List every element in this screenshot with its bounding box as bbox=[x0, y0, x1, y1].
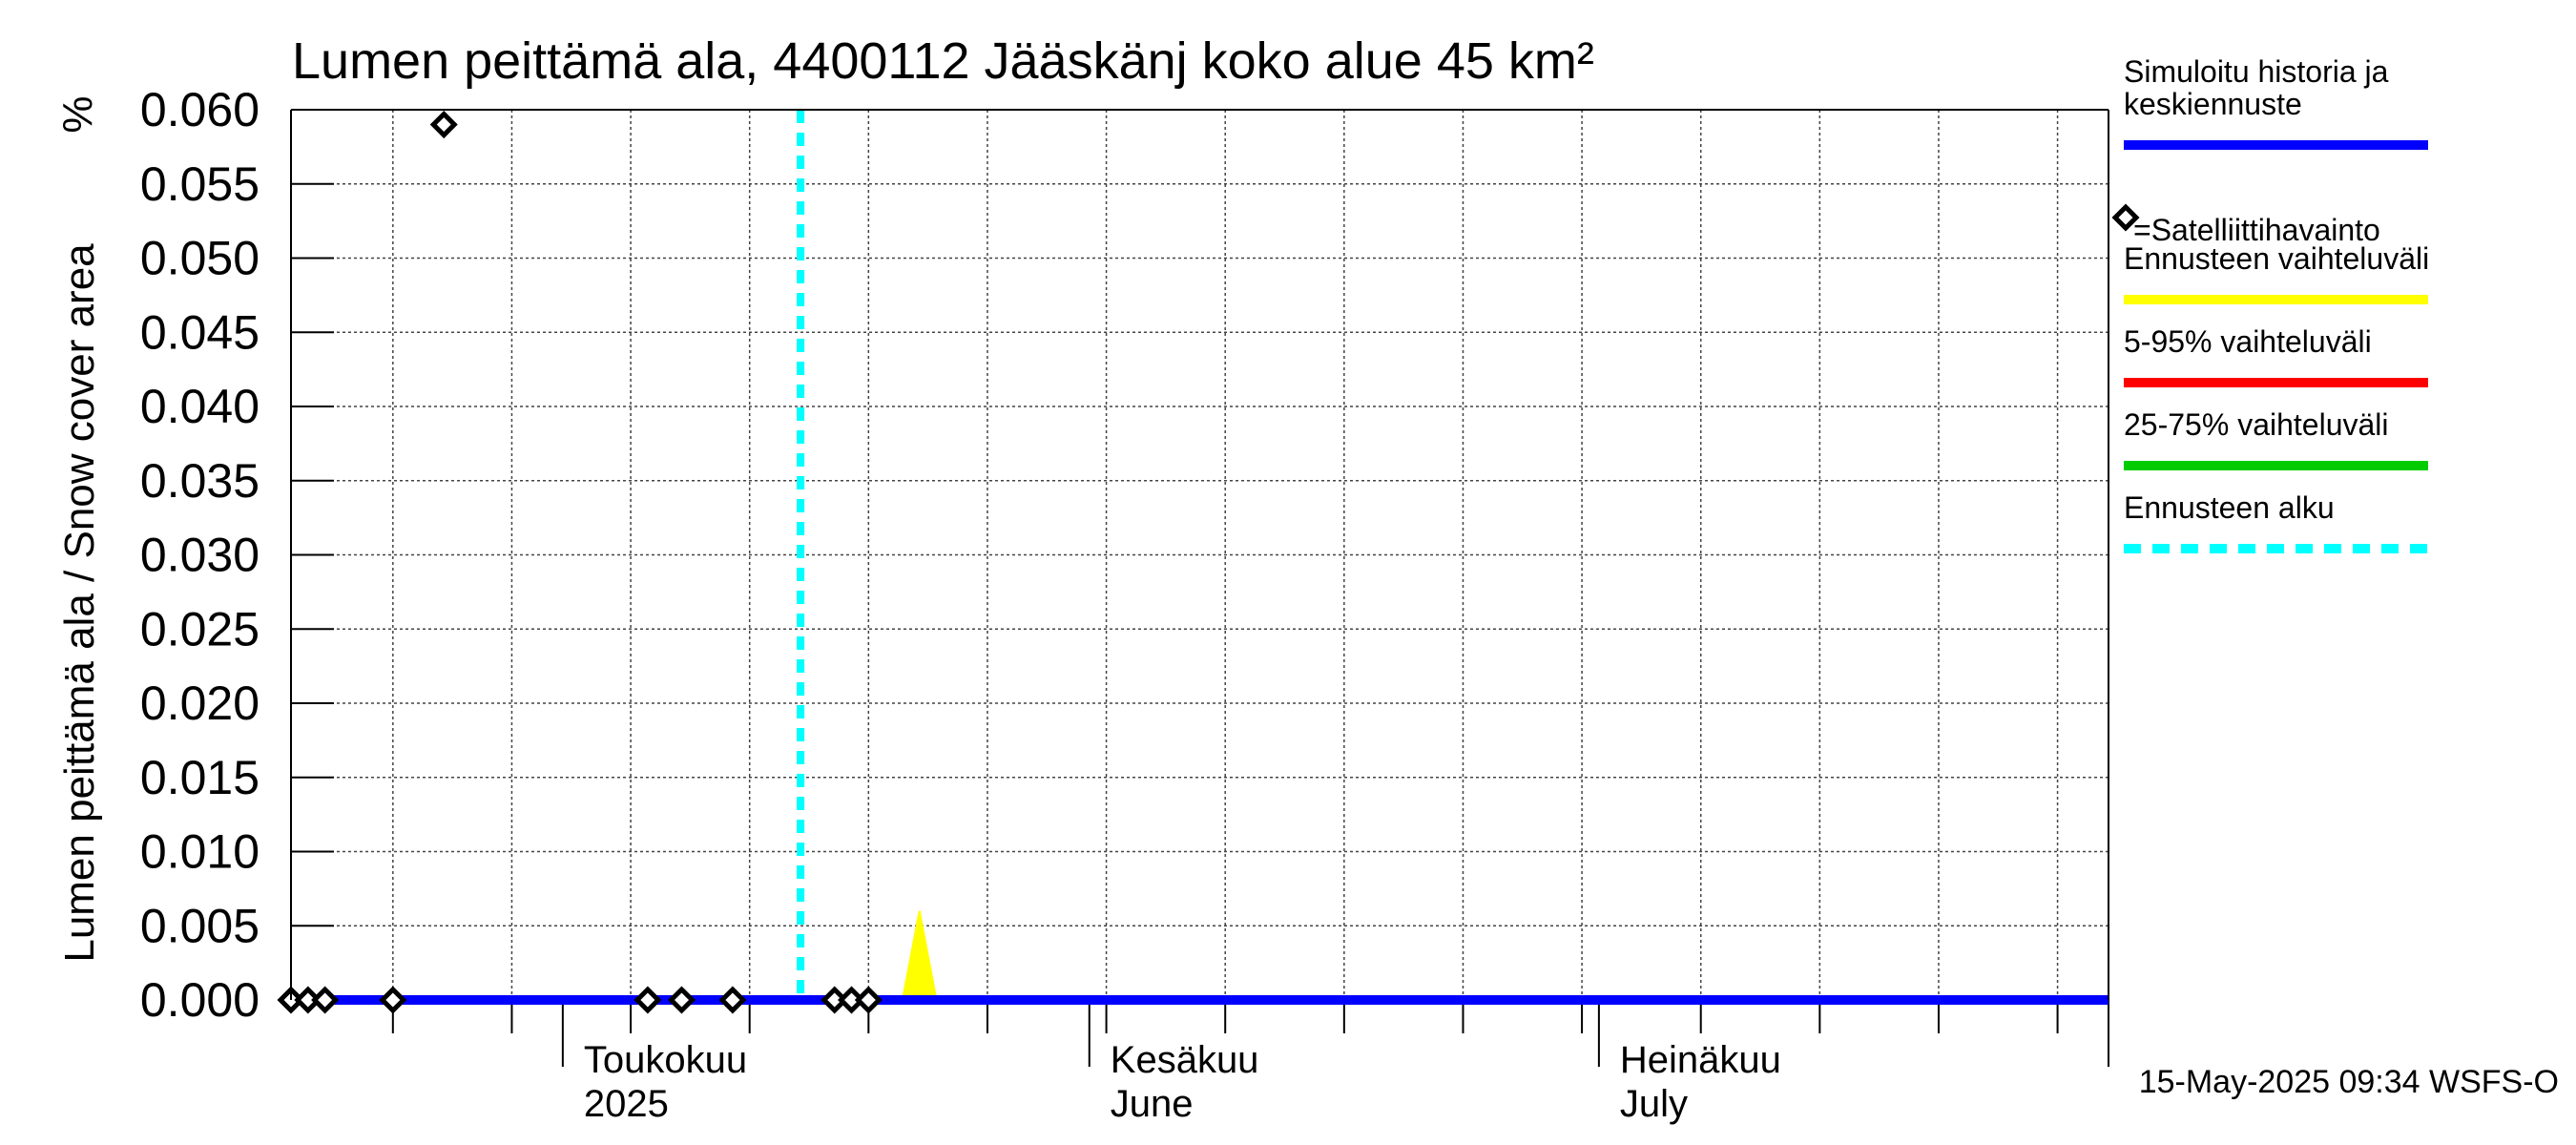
footer-timestamp: 15-May-2025 09:34 WSFS-O bbox=[2139, 1064, 2559, 1100]
y-tick-label: 0.035 bbox=[140, 454, 260, 508]
satellite-point bbox=[634, 986, 662, 1014]
y-tick-label: 0.060 bbox=[140, 83, 260, 136]
y-tick-label: 0.030 bbox=[140, 529, 260, 582]
legend-label: =Satelliittihavainto bbox=[2133, 213, 2380, 247]
axis-ticks bbox=[291, 109, 2109, 1067]
y-tick-labels: 0.000 0.005 0.010 0.015 0.020 0.025 0.030 0.035… bbox=[140, 83, 260, 1027]
y-tick-label: 0.015 bbox=[140, 751, 260, 804]
y-unit-label: % bbox=[54, 95, 101, 133]
y-tick-label: 0.020 bbox=[140, 677, 260, 730]
x-month-sublabel: July bbox=[1620, 1083, 1688, 1125]
satellite-point bbox=[667, 986, 696, 1014]
satellite-point bbox=[379, 986, 407, 1014]
legend-label: 5-95% vaihteluväli bbox=[2124, 324, 2372, 359]
y-tick-label: 0.000 bbox=[140, 973, 260, 1027]
legend-label: Ennusteen vaihteluväli bbox=[2124, 241, 2429, 276]
legend-label: keskiennuste bbox=[2124, 87, 2302, 121]
y-tick-label: 0.040 bbox=[140, 380, 260, 433]
legend-label: 25-75% vaihteluväli bbox=[2124, 407, 2389, 442]
grid bbox=[291, 110, 2109, 1000]
forecast-range-area bbox=[901, 910, 938, 1001]
x-month-sublabel: 2025 bbox=[584, 1083, 669, 1125]
x-month-label: Kesäkuu bbox=[1111, 1039, 1259, 1081]
satellite-point bbox=[718, 986, 747, 1014]
satellite-point bbox=[854, 986, 883, 1014]
y-tick-label: 0.055 bbox=[140, 157, 260, 211]
y-tick-label: 0.050 bbox=[140, 232, 260, 285]
plot-frame bbox=[290, 109, 2109, 1000]
y-tick-label: 0.005 bbox=[140, 899, 260, 952]
satellite-point bbox=[429, 111, 458, 139]
y-tick-label: 0.025 bbox=[140, 602, 260, 656]
series bbox=[277, 110, 2109, 1014]
x-month-label: Heinäkuu bbox=[1620, 1039, 1781, 1081]
y-tick-label: 0.010 bbox=[140, 825, 260, 879]
legend-label: Ennusteen alku bbox=[2124, 490, 2335, 525]
legend-diamond-icon bbox=[2111, 203, 2140, 232]
y-axis-label: Lumen peittämä ala / Snow cover area bbox=[56, 243, 103, 963]
satellite-point bbox=[311, 986, 340, 1014]
legend-label: Simuloitu historia ja bbox=[2124, 54, 2389, 89]
x-month-label: Toukokuu bbox=[584, 1039, 747, 1081]
x-month-sublabel: June bbox=[1111, 1083, 1194, 1125]
y-tick-label: 0.045 bbox=[140, 305, 260, 359]
chart-title: Lumen peittämä ala, 4400112 Jääskänj kok… bbox=[292, 32, 1594, 90]
